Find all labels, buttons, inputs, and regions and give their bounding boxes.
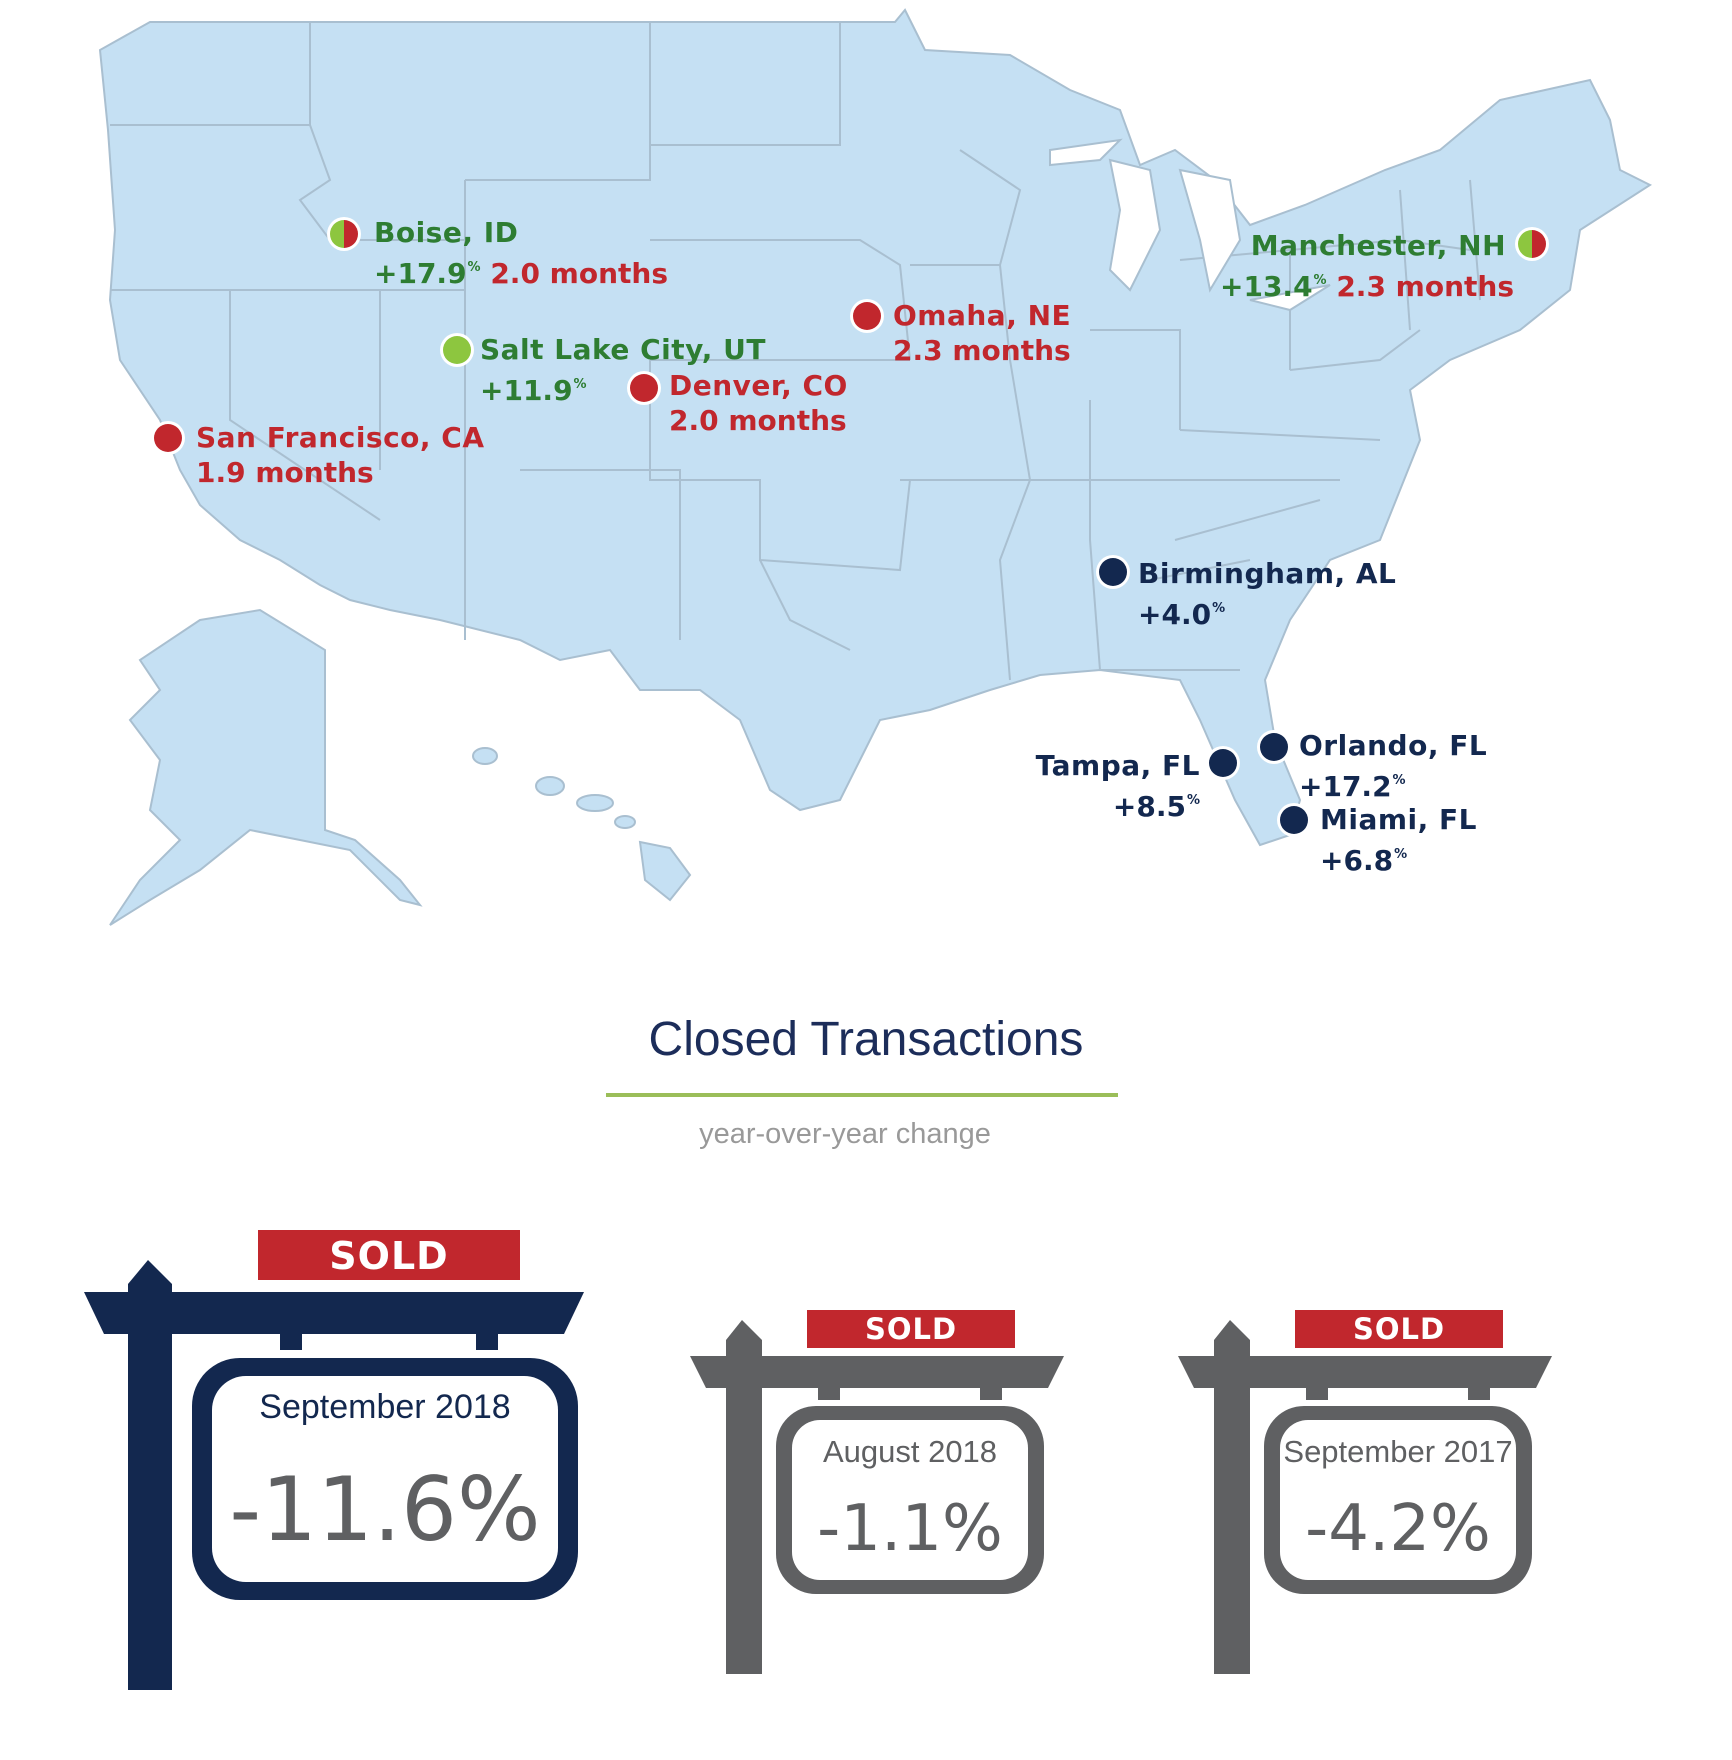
section-subtitle: year-over-year change [699,1118,991,1150]
orlando-marker [1257,730,1291,764]
city-change: +17.9 [374,257,467,290]
city-name: Birmingham, AL [1138,557,1397,590]
city-change: +4.0 [1138,598,1212,631]
section-title: Closed Transactions [648,1013,1084,1066]
period-label: September 2017 [1283,1434,1513,1469]
city-months: 2.0 months [490,257,669,290]
change-value: -1.1% [817,1492,1003,1566]
san-francisco-marker [151,421,185,455]
us-map-graphic [98,8,1653,926]
sold-sign-august-2018: SOLD August 2018 -1.1% [690,1310,1070,1680]
birmingham-marker [1096,555,1130,589]
city-label-denver: Denver, CO 2.0 months [669,368,848,438]
period-label: August 2018 [822,1434,998,1469]
title-underline [606,1093,1118,1097]
sold-banner [807,1310,1015,1348]
city-name: Boise, ID [374,216,519,249]
great-lakes [1049,138,1331,312]
sold-label: SOLD [1352,1312,1446,1346]
city-label-san-francisco: San Francisco, CA 1.9 months [196,420,485,490]
city-markers [151,217,1549,837]
city-name: Salt Lake City, UT [480,333,766,366]
city-label-tampa: Tampa, FL +8.5% [1020,748,1200,824]
manchester-marker [1515,227,1549,261]
city-name: Denver, CO [669,369,848,402]
city-name: San Francisco, CA [196,421,485,454]
city-months: 2.3 months [1336,270,1515,303]
boise-marker [327,217,361,251]
city-label-manchester: Manchester, NH +13.4% 2.3 months [1220,229,1515,303]
city-change: +6.8 [1320,844,1394,877]
city-label-boise: Boise, ID +17.9% 2.0 months [374,216,669,290]
alaska-shape [109,608,423,926]
city-label-birmingham: Birmingham, AL +4.0% [1138,557,1397,631]
change-value: -11.6% [229,1458,541,1561]
city-name: Manchester, NH [1250,229,1506,262]
city-label-salt-lake-city: Salt Lake City, UT +11.9% [480,333,766,407]
city-months: 2.0 months [669,404,847,437]
sold-sign-september-2018: SOLD September 2018 -11.6% [80,1230,600,1690]
city-change: +13.4 [1220,270,1313,303]
city-change: +8.5 [1112,790,1186,823]
sign-post-graphic [690,1310,1064,1674]
change-value: -4.2% [1305,1492,1491,1566]
city-name: Omaha, NE [893,299,1072,332]
city-name: Tampa, FL [1035,749,1200,782]
salt-lake-city-marker [440,333,474,367]
city-change: +11.9 [480,374,573,407]
city-months: 1.9 months [196,456,374,489]
sign-post-graphic [1178,1310,1552,1674]
city-name: Orlando, FL [1299,729,1488,762]
sold-banner [1295,1310,1503,1348]
hawaii-shape [472,747,692,902]
city-label-omaha: Omaha, NE 2.3 months [893,298,1071,368]
city-label-orlando: Orlando, FL +17.2% [1299,729,1488,803]
tampa-marker [1206,746,1240,780]
sold-sign-september-2017: SOLD September 2017 -4.2% [1178,1310,1558,1680]
sign-post-graphic [84,1230,584,1690]
denver-marker [627,371,661,405]
state-borders [110,22,1481,681]
period-label: September 2018 [259,1388,511,1426]
sold-label: SOLD [864,1312,958,1346]
sold-label: SOLD [329,1234,449,1278]
contiguous-us-shape [98,8,1653,847]
miami-marker [1277,803,1311,837]
city-label-miami: Miami, FL +6.8% [1320,803,1477,877]
us-map: Boise, ID +17.9% 2.0 months Salt Lake Ci… [98,8,1653,926]
sold-banner [258,1230,520,1280]
city-months: 2.3 months [893,334,1071,367]
city-name: Miami, FL [1320,803,1477,836]
city-change: +17.2 [1299,770,1392,803]
omaha-marker [850,299,884,333]
